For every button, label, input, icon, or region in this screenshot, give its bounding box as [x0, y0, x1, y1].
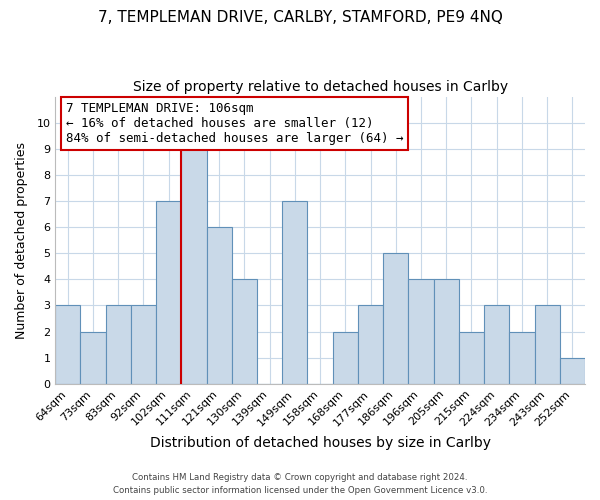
Bar: [206, 227, 232, 384]
Bar: [131, 306, 156, 384]
Y-axis label: Number of detached properties: Number of detached properties: [15, 142, 28, 338]
Bar: [106, 306, 131, 384]
Text: Contains HM Land Registry data © Crown copyright and database right 2024.
Contai: Contains HM Land Registry data © Crown c…: [113, 474, 487, 495]
Bar: [333, 332, 358, 384]
Bar: [80, 332, 106, 384]
Bar: [55, 306, 80, 384]
Title: Size of property relative to detached houses in Carlby: Size of property relative to detached ho…: [133, 80, 508, 94]
Bar: [434, 280, 459, 384]
Bar: [560, 358, 585, 384]
Bar: [409, 280, 434, 384]
X-axis label: Distribution of detached houses by size in Carlby: Distribution of detached houses by size …: [149, 436, 491, 450]
Bar: [232, 280, 257, 384]
Bar: [358, 306, 383, 384]
Bar: [156, 201, 181, 384]
Bar: [181, 149, 206, 384]
Bar: [459, 332, 484, 384]
Bar: [383, 253, 409, 384]
Bar: [535, 306, 560, 384]
Text: 7, TEMPLEMAN DRIVE, CARLBY, STAMFORD, PE9 4NQ: 7, TEMPLEMAN DRIVE, CARLBY, STAMFORD, PE…: [98, 10, 502, 25]
Bar: [509, 332, 535, 384]
Bar: [484, 306, 509, 384]
Bar: [282, 201, 307, 384]
Text: 7 TEMPLEMAN DRIVE: 106sqm
← 16% of detached houses are smaller (12)
84% of semi-: 7 TEMPLEMAN DRIVE: 106sqm ← 16% of detac…: [66, 102, 403, 146]
